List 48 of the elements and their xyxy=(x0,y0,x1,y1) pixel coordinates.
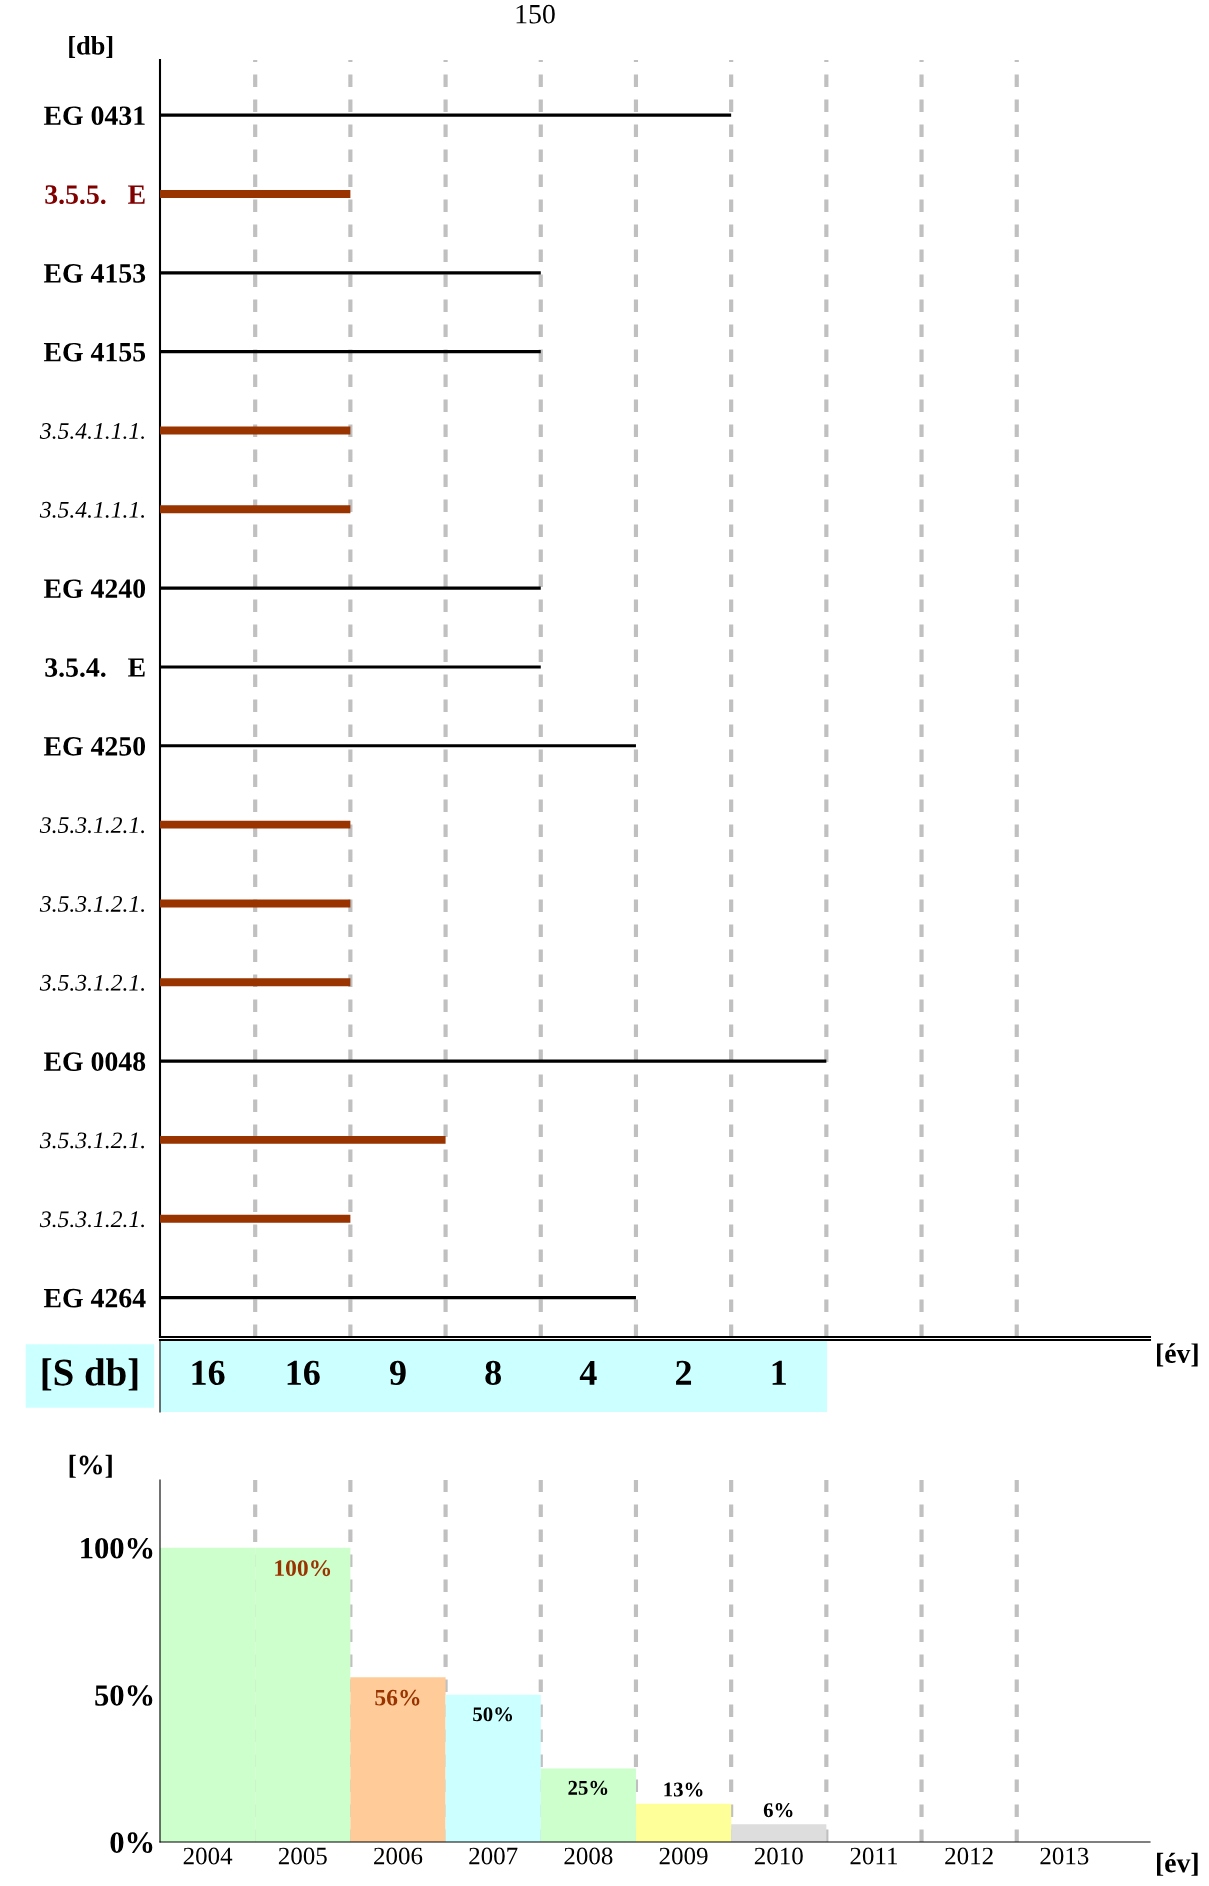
x-axis-title: [év] xyxy=(1157,1343,1198,1367)
y-axis-title: [db] xyxy=(69,36,113,58)
text: 150 xyxy=(516,4,555,24)
y-axis-title: [%] xyxy=(69,1454,112,1478)
x-axis-title: [év] xyxy=(1157,1852,1198,1876)
data-label: 1 xyxy=(772,1360,786,1385)
x-tick-label: 2008 xyxy=(564,1847,613,1865)
y-tick-label: 3.5.3.1.2.1. xyxy=(39,817,144,834)
data-label: 2 xyxy=(676,1360,692,1385)
data-label: 16 xyxy=(192,1360,225,1386)
x-tick-label: 2010 xyxy=(754,1847,803,1865)
data-label: 6% xyxy=(763,1803,793,1818)
x-tick-label: 2006 xyxy=(374,1847,423,1865)
y-tick-label: EG 4264 xyxy=(43,1288,146,1308)
x-tick-label: 2004 xyxy=(183,1847,233,1865)
data-label: 25% xyxy=(568,1780,608,1795)
y-tick-label: 3.5.3.1.2.1. xyxy=(39,1132,144,1149)
y-tick-label: 3.5.4. E xyxy=(45,658,145,677)
y-tick-label: 3.5.3.1.2.1. xyxy=(39,896,144,912)
y-tick-label: 3.5.5. E xyxy=(45,185,145,205)
x-tick-label: 2005 xyxy=(278,1847,327,1865)
y-tick-label: 100% xyxy=(81,1537,153,1559)
data-label: 50% xyxy=(473,1707,513,1722)
y-tick-label: EG 4153 xyxy=(43,264,146,283)
y-tick-label: 3.5.4.1.1.1. xyxy=(39,501,144,518)
y-tick-label: EG 0048 xyxy=(43,1052,146,1072)
y-tick-label: 0% xyxy=(110,1832,153,1853)
x-tick-label: 2013 xyxy=(1040,1847,1089,1865)
text: [S db] xyxy=(42,1358,138,1391)
data-label: 9 xyxy=(389,1360,406,1386)
data-label: 100% xyxy=(275,1560,331,1577)
data-label: 8 xyxy=(485,1360,501,1386)
data-label: 16 xyxy=(287,1360,320,1386)
data-label: 13% xyxy=(664,1782,703,1797)
x-tick-label: 2009 xyxy=(659,1847,708,1865)
y-tick-label: EG 4155 xyxy=(43,342,146,362)
y-tick-label: 3.5.3.1.2.1. xyxy=(39,1211,144,1228)
y-tick-label: 3.5.4.1.1.1. xyxy=(39,423,144,440)
data-label: 4 xyxy=(579,1360,597,1385)
y-tick-label: 3.5.3.1.2.1. xyxy=(39,974,144,991)
x-tick-label: 2011 xyxy=(850,1847,897,1865)
y-tick-label: EG 4240 xyxy=(43,579,146,599)
y-tick-label: EG 4250 xyxy=(43,736,146,756)
x-tick-label: 2007 xyxy=(469,1847,518,1865)
x-tick-label: 2012 xyxy=(945,1847,993,1865)
y-tick-label: EG 0431 xyxy=(43,106,145,126)
y-tick-label: 50% xyxy=(95,1685,153,1706)
data-label: 56% xyxy=(375,1689,420,1706)
